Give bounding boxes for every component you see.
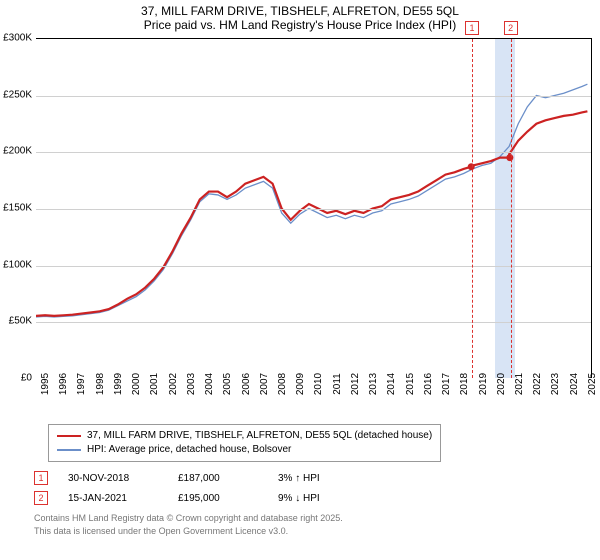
y-tick-label: £150K <box>3 203 32 214</box>
gridline <box>36 322 591 323</box>
x-tick-label: 2001 <box>149 373 160 395</box>
x-tick-label: 2024 <box>569 373 580 395</box>
gridline <box>36 152 591 153</box>
legend-label: 37, MILL FARM DRIVE, TIBSHELF, ALFRETON,… <box>87 429 432 443</box>
x-tick-label: 2019 <box>478 373 489 395</box>
x-tick-label: 2025 <box>587 373 598 395</box>
y-tick-label: £250K <box>3 89 32 100</box>
y-tick-label: £200K <box>3 146 32 157</box>
event-price: £195,000 <box>178 493 258 504</box>
event-price: £187,000 <box>178 473 258 484</box>
event-line <box>511 39 512 378</box>
legend-item: 37, MILL FARM DRIVE, TIBSHELF, ALFRETON,… <box>57 429 432 443</box>
event-line <box>472 39 473 378</box>
y-tick-label: £100K <box>3 259 32 270</box>
gridline <box>36 209 591 210</box>
x-tick-label: 2016 <box>423 373 434 395</box>
x-tick-label: 2015 <box>405 373 416 395</box>
x-tick-label: 2013 <box>368 373 379 395</box>
x-tick-label: 2014 <box>386 373 397 395</box>
y-tick-label: £50K <box>9 316 32 327</box>
x-tick-label: 2012 <box>350 373 361 395</box>
x-tick-label: 2023 <box>550 373 561 395</box>
x-tick-label: 2003 <box>186 373 197 395</box>
x-tick-label: 2004 <box>204 373 215 395</box>
legend-item: HPI: Average price, detached house, Bols… <box>57 443 432 457</box>
x-axis: 1995199619971998199920002001200220032004… <box>36 382 592 422</box>
y-tick-label: £300K <box>3 33 32 44</box>
event-date: 30-NOV-2018 <box>68 473 158 484</box>
footer-attribution: Contains HM Land Registry data © Crown c… <box>34 512 343 538</box>
y-axis: £0 £50K £100K £150K £200K £250K £300K <box>0 32 34 384</box>
x-tick-label: 2000 <box>131 373 142 395</box>
x-tick-label: 2002 <box>168 373 179 395</box>
event-diff: 9% ↓ HPI <box>278 493 358 504</box>
x-tick-label: 2020 <box>496 373 507 395</box>
x-tick-label: 2005 <box>222 373 233 395</box>
x-tick-label: 1999 <box>113 373 124 395</box>
event-diff: 3% ↑ HPI <box>278 473 358 484</box>
x-tick-label: 2006 <box>241 373 252 395</box>
legend-swatch <box>57 435 81 437</box>
x-tick-label: 2018 <box>459 373 470 395</box>
y-tick-label: £0 <box>21 373 32 384</box>
chart-container: 37, MILL FARM DRIVE, TIBSHELF, ALFRETON,… <box>0 0 600 560</box>
x-tick-label: 2017 <box>441 373 452 395</box>
x-tick-label: 2010 <box>313 373 324 395</box>
x-tick-label: 1995 <box>40 373 51 395</box>
footer-line2: This data is licensed under the Open Gov… <box>34 525 343 538</box>
event-date: 15-JAN-2021 <box>68 493 158 504</box>
event-row: 1 30-NOV-2018 £187,000 3% ↑ HPI <box>34 468 358 488</box>
x-tick-label: 2011 <box>332 373 343 395</box>
series-price_paid <box>36 111 587 316</box>
event-row: 2 15-JAN-2021 £195,000 9% ↓ HPI <box>34 488 358 508</box>
legend: 37, MILL FARM DRIVE, TIBSHELF, ALFRETON,… <box>48 424 441 462</box>
x-tick-label: 1998 <box>95 373 106 395</box>
event-marker-icon: 1 <box>34 471 48 485</box>
gridline <box>36 96 591 97</box>
event-table: 1 30-NOV-2018 £187,000 3% ↑ HPI 2 15-JAN-2021… <box>34 468 358 508</box>
legend-swatch <box>57 449 81 450</box>
x-tick-label: 2009 <box>295 373 306 395</box>
legend-label: HPI: Average price, detached house, Bols… <box>87 443 291 457</box>
x-tick-label: 2007 <box>259 373 270 395</box>
event-marker-icon: 2 <box>34 491 48 505</box>
footer-line1: Contains HM Land Registry data © Crown c… <box>34 512 343 525</box>
plot-area: 12 <box>36 38 592 378</box>
title-address: 37, MILL FARM DRIVE, TIBSHELF, ALFRETON,… <box>0 4 600 18</box>
x-tick-label: 1997 <box>76 373 87 395</box>
gridline <box>36 266 591 267</box>
event-marker: 1 <box>465 21 479 35</box>
x-tick-label: 1996 <box>58 373 69 395</box>
x-tick-label: 2022 <box>532 373 543 395</box>
x-tick-label: 2021 <box>514 373 525 395</box>
x-tick-label: 2008 <box>277 373 288 395</box>
event-marker: 2 <box>504 21 518 35</box>
series-hpi <box>36 84 587 317</box>
